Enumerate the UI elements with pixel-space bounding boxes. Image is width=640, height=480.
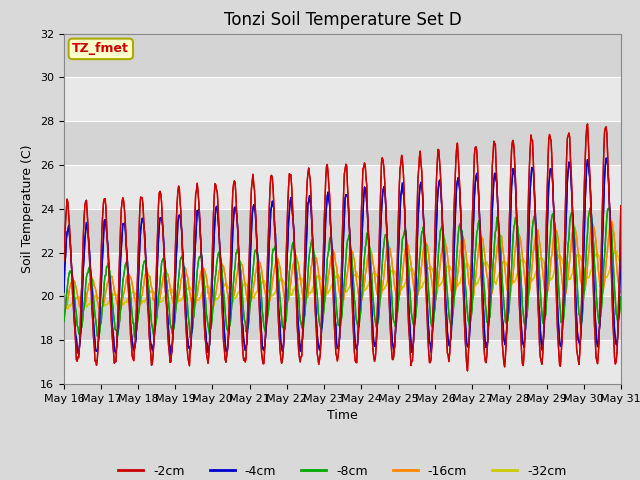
Title: Tonzi Soil Temperature Set D: Tonzi Soil Temperature Set D [223,11,461,29]
Bar [64,252,621,296]
Bar [64,340,621,384]
Text: TZ_fmet: TZ_fmet [72,42,129,55]
Y-axis label: Soil Temperature (C): Soil Temperature (C) [22,144,35,273]
Bar [64,77,621,121]
Legend: -2cm, -4cm, -8cm, -16cm, -32cm: -2cm, -4cm, -8cm, -16cm, -32cm [113,460,572,480]
Bar [64,34,621,77]
Bar [64,209,621,252]
Bar [64,165,621,209]
X-axis label: Time: Time [327,409,358,422]
Bar [64,121,621,165]
Bar [64,296,621,340]
